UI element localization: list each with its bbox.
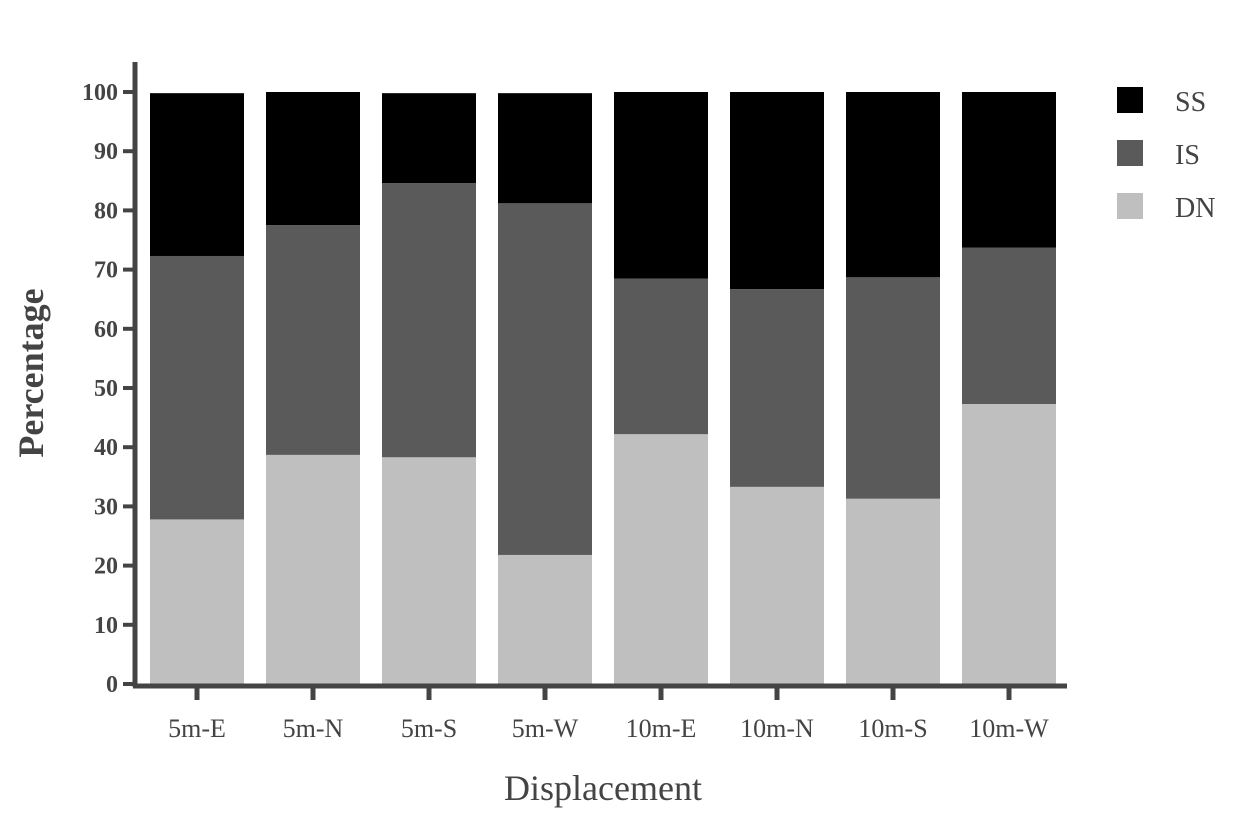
bar-is-5m-n [266, 225, 360, 455]
bar-dn-5m-w [498, 554, 592, 684]
bar-dn-10m-s [846, 498, 940, 684]
bar-ss-5m-e [150, 93, 244, 256]
bar-ss-5m-w [498, 93, 592, 204]
x-tick-label: 5m-E [168, 714, 226, 743]
bars-group [150, 92, 1056, 684]
y-ticks-group: 0 10 20 30 40 50 60 70 80 90 100 [82, 80, 135, 698]
bar-ss-5m-s [382, 93, 476, 184]
x-tick-label: 10m-W [969, 714, 1049, 743]
bar-dn-10m-w [962, 403, 1056, 684]
bar-dn-5m-s [382, 457, 476, 684]
bar-dn-5m-e [150, 519, 244, 684]
y-tick-label: 70 [94, 258, 118, 284]
legend-label-ss: SS [1175, 87, 1206, 118]
legend-label-is: IS [1175, 140, 1200, 171]
y-tick-label: 10 [94, 613, 118, 639]
bar-is-5m-e [150, 255, 244, 520]
y-tick-label: 50 [94, 376, 118, 402]
x-tick-label: 5m-N [283, 714, 344, 743]
bar-is-10m-w [962, 247, 1056, 404]
legend-label-dn: DN [1175, 193, 1215, 224]
x-axis-title: Displacement [504, 768, 702, 808]
y-tick-label: 30 [94, 494, 118, 520]
bar-dn-5m-n [266, 454, 360, 684]
bar-dn-10m-e [614, 434, 708, 684]
legend-swatch-is [1117, 140, 1143, 166]
y-axis-title: Percentage [11, 288, 51, 457]
y-tick-label: 60 [94, 317, 118, 343]
y-tick-label: 90 [94, 139, 118, 165]
bar-is-5m-w [498, 203, 592, 555]
bar-dn-10m-n [730, 486, 824, 684]
y-tick-label: 80 [94, 198, 118, 224]
bar-ss-10m-n [730, 92, 824, 290]
x-tick-label: 10m-E [626, 714, 697, 743]
bar-is-10m-n [730, 289, 824, 487]
x-tick-label: 5m-S [401, 714, 457, 743]
legend: SS IS DN [1117, 87, 1215, 224]
legend-swatch-ss [1117, 87, 1143, 113]
bar-ss-10m-e [614, 92, 708, 279]
x-ticks-group: 5m-E 5m-N 5m-S 5m-W 10m-E 10m-N 10m-S 10m-W [168, 686, 1049, 743]
x-tick-label: 10m-S [858, 714, 927, 743]
x-tick-label: 10m-N [740, 714, 814, 743]
y-tick-label: 20 [94, 554, 118, 580]
axes-group [132, 62, 1067, 689]
bar-ss-10m-s [846, 92, 940, 278]
x-tick-label: 5m-W [512, 714, 579, 743]
bar-is-10m-e [614, 278, 708, 435]
y-tick-label: 0 [106, 672, 118, 698]
y-tick-label: 100 [82, 80, 118, 106]
y-tick-label: 40 [94, 435, 118, 461]
bar-ss-10m-w [962, 92, 1056, 248]
bar-ss-5m-n [266, 92, 360, 226]
bar-is-5m-s [382, 183, 476, 458]
legend-swatch-dn [1117, 193, 1143, 219]
bar-is-10m-s [846, 277, 940, 499]
